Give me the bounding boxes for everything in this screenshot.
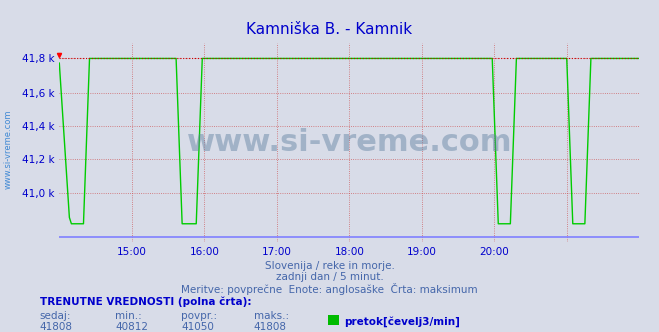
Text: Slovenija / reke in morje.: Slovenija / reke in morje.: [264, 261, 395, 271]
Text: povpr.:: povpr.:: [181, 311, 217, 321]
Text: 40812: 40812: [115, 322, 148, 332]
Text: 41050: 41050: [181, 322, 214, 332]
Text: pretok[čevelj3/min]: pretok[čevelj3/min]: [344, 316, 460, 327]
Text: TRENUTNE VREDNOSTI (polna črta):: TRENUTNE VREDNOSTI (polna črta):: [40, 296, 251, 307]
Text: 41808: 41808: [40, 322, 72, 332]
Text: zadnji dan / 5 minut.: zadnji dan / 5 minut.: [275, 272, 384, 282]
Text: www.si-vreme.com: www.si-vreme.com: [186, 128, 512, 157]
Text: 41808: 41808: [254, 322, 287, 332]
Text: www.si-vreme.com: www.si-vreme.com: [3, 110, 13, 189]
Text: min.:: min.:: [115, 311, 142, 321]
Text: sedaj:: sedaj:: [40, 311, 71, 321]
Text: Meritve: povprečne  Enote: anglosaške  Črta: maksimum: Meritve: povprečne Enote: anglosaške Črt…: [181, 283, 478, 294]
Text: maks.:: maks.:: [254, 311, 289, 321]
Text: Kamniška B. - Kamnik: Kamniška B. - Kamnik: [246, 22, 413, 37]
